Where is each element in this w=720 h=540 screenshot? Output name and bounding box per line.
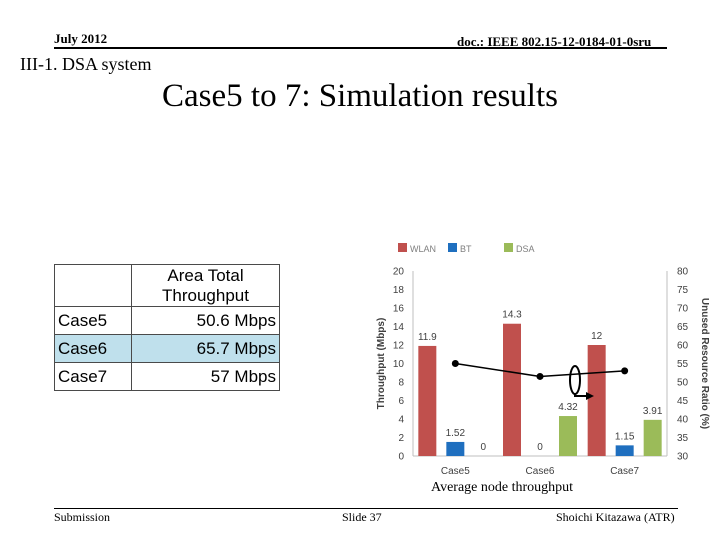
table-cell-value: 57 Mbps (131, 362, 280, 391)
table-header-line: Throughput (162, 285, 249, 305)
line-point (621, 367, 629, 375)
y-tick-label: 16 (393, 304, 405, 315)
bar-wlan (587, 345, 606, 456)
y-tick-label: 10 (393, 359, 405, 370)
y-tick-label: 8 (398, 378, 404, 389)
legend-swatch (448, 243, 457, 252)
table-row: Case5 50.6 Mbps (54, 306, 280, 335)
x-tick-label: Case7 (610, 466, 639, 477)
chart-caption: Average node throughput (431, 480, 574, 495)
x-tick-label: Case6 (526, 466, 555, 477)
data-label: 3.91 (643, 406, 663, 417)
bar-dsa (643, 419, 662, 456)
line-point (536, 372, 544, 380)
x-tick-label: Case5 (441, 466, 470, 477)
data-label: 1.52 (446, 428, 466, 439)
y-tick-label: 0 (398, 452, 404, 463)
legend-label: DSA (516, 244, 535, 254)
data-label: 0 (481, 442, 487, 453)
footer-divider (54, 508, 678, 509)
footer-right: Shoichi Kitazawa (ATR) (556, 510, 675, 524)
bar-wlan (418, 345, 437, 456)
slide-title: Case5 to 7: Simulation results (162, 78, 558, 114)
table-cell-case: Case7 (54, 362, 132, 391)
data-label: 1.15 (615, 431, 635, 442)
legend-swatch (398, 243, 407, 252)
table-header-cell (54, 264, 132, 307)
data-label: 4.32 (558, 402, 578, 413)
header-doc-id: doc.: IEEE 802.15-12-0184-01-0sru (457, 34, 652, 49)
y-right-tick-label: 35 (677, 433, 689, 444)
footer-left: Submission (54, 510, 111, 524)
legend-label: BT (460, 244, 472, 254)
data-label: 12 (591, 331, 603, 342)
bar-wlan (503, 323, 521, 456)
y-right-tick-label: 55 (677, 359, 689, 370)
data-label: 0 (537, 442, 543, 453)
y-tick-label: 6 (398, 396, 404, 407)
footer-center: Slide 37 (342, 510, 382, 524)
y-right-tick-label: 80 (677, 267, 689, 278)
y-right-tick-label: 75 (677, 285, 689, 296)
table-cell-case: Case5 (54, 306, 132, 335)
table-cell-case: Case6 (54, 334, 132, 363)
header-divider (54, 47, 667, 49)
y-right-tick-label: 60 (677, 341, 689, 352)
table-row: Case7 57 Mbps (54, 362, 280, 391)
data-label: 11.9 (418, 332, 437, 343)
y-right-tick-label: 65 (677, 322, 689, 333)
y-right-tick-label: 50 (677, 378, 689, 389)
line-point (451, 360, 459, 367)
y-tick-label: 12 (393, 341, 405, 352)
y-tick-label: 2 (398, 433, 404, 444)
y-tick-label: 18 (393, 285, 405, 296)
table-header-line: Area Total (167, 265, 244, 285)
y-right-tick-label: 30 (677, 452, 689, 463)
y-tick-label: 20 (393, 267, 405, 278)
table-row: Case6 65.7 Mbps (54, 334, 280, 363)
annotation-arrow-line (574, 394, 588, 397)
legend-label: WLAN (410, 244, 436, 254)
annotation-oval (569, 365, 581, 395)
table-cell-value: 50.6 Mbps (131, 306, 280, 335)
y-tick-label: 14 (393, 322, 405, 333)
bar-bt (615, 445, 634, 456)
bar-bt (446, 441, 465, 456)
y-right-tick-label: 45 (677, 396, 689, 407)
throughput-table: Area Total Throughput Case5 50.6 Mbps Ca… (54, 264, 280, 391)
y-right-axis-title: Unused Resource Ratio (%) (699, 298, 710, 429)
table-cell-value: 65.7 Mbps (131, 334, 280, 363)
y-right-tick-label: 70 (677, 304, 689, 315)
annotation-arrowhead (586, 392, 594, 400)
legend-swatch (504, 243, 513, 252)
data-label: 14.3 (502, 310, 522, 321)
header-date: July 2012 (54, 31, 108, 46)
bar-dsa (559, 416, 577, 456)
y-tick-label: 4 (398, 415, 404, 426)
y-right-tick-label: 40 (677, 415, 689, 426)
section-heading: III-1. DSA system (20, 54, 152, 74)
y-axis-title: Throughput (Mbps) (376, 318, 387, 410)
